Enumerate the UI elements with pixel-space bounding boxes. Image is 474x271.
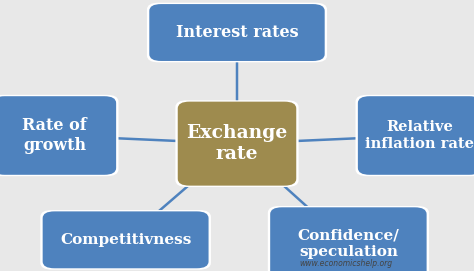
FancyBboxPatch shape — [0, 96, 116, 175]
Text: Confidence/
speculation: Confidence/ speculation — [298, 228, 399, 259]
Text: Interest rates: Interest rates — [176, 24, 298, 41]
Text: Exchange
rate: Exchange rate — [186, 124, 288, 163]
Text: Competitivness: Competitivness — [60, 233, 191, 247]
FancyBboxPatch shape — [178, 102, 296, 186]
FancyBboxPatch shape — [175, 100, 299, 187]
FancyBboxPatch shape — [358, 96, 474, 175]
FancyBboxPatch shape — [270, 207, 427, 271]
Text: Relative
inflation rate: Relative inflation rate — [365, 120, 474, 151]
Text: Rate of
growth: Rate of growth — [22, 117, 87, 154]
FancyBboxPatch shape — [268, 206, 429, 271]
FancyBboxPatch shape — [149, 4, 325, 61]
FancyBboxPatch shape — [147, 3, 327, 62]
FancyBboxPatch shape — [40, 210, 211, 270]
FancyBboxPatch shape — [0, 95, 118, 176]
FancyBboxPatch shape — [356, 95, 474, 176]
FancyBboxPatch shape — [43, 211, 209, 268]
Text: www.economicshelp.org: www.economicshelp.org — [300, 259, 392, 268]
